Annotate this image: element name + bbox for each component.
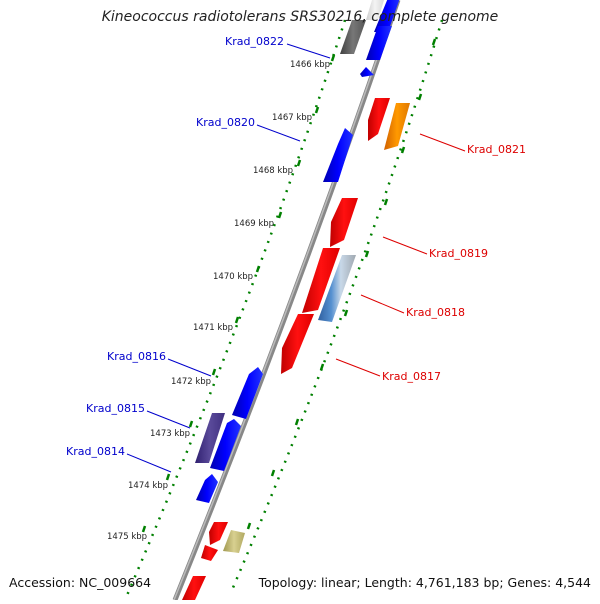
accession-label: Accession: NC_009664 (9, 575, 152, 590)
gene-arrow-small-blue[interactable] (360, 67, 374, 77)
reverse-genes (182, 0, 410, 600)
major-tick (234, 316, 240, 324)
scale-label: 1471 kbp (193, 323, 233, 333)
gene-arrow-red-bottom[interactable] (182, 576, 206, 600)
scale-label: 1473 kbp (150, 429, 190, 439)
major-tick (400, 146, 406, 154)
scale-label: 1469 kbp (234, 219, 274, 229)
leader-line-krad-0822 (286, 43, 331, 59)
gene-label-krad-0817[interactable]: Krad_0817 (382, 370, 441, 383)
gene-arrow-krad-0820[interactable] (323, 128, 353, 182)
major-tick (270, 469, 276, 477)
gene-arrow-krad-0814[interactable] (196, 474, 218, 503)
leader-line-krad-0814 (126, 453, 172, 473)
leader-line-krad-0816 (167, 358, 212, 377)
gene-label-krad-0814[interactable]: Krad_0814 (66, 445, 125, 458)
leader-line-krad-0818 (360, 294, 405, 314)
major-tick (294, 418, 300, 426)
leader-lines (126, 43, 466, 473)
gene-arrow-gray[interactable] (340, 20, 366, 54)
gene-label-krad-0822[interactable]: Krad_0822 (225, 35, 284, 48)
gene-label-krad-0819[interactable]: Krad_0819 (429, 247, 488, 260)
major-tick (188, 420, 194, 428)
major-tick (296, 159, 302, 167)
genome-title: Kineococcus radiotolerans SRS30216, comp… (101, 9, 499, 25)
gene-arrow-krad-0816[interactable] (232, 367, 263, 419)
major-tick (246, 522, 252, 530)
scale-label: 1475 kbp (107, 532, 147, 542)
major-tick (383, 198, 389, 206)
leader-line-krad-0815 (146, 410, 191, 429)
major-tick (165, 473, 171, 481)
gene-label-krad-0821[interactable]: Krad_0821 (467, 143, 526, 156)
gene-label-krad-0816[interactable]: Krad_0816 (107, 350, 166, 363)
gene-label-krad-0815[interactable]: Krad_0815 (86, 402, 145, 415)
major-tick (417, 93, 423, 101)
gene-arrow-krad-0817[interactable] (281, 314, 314, 374)
gene-arrow-krad-0819[interactable] (330, 198, 358, 247)
leader-line-krad-0817 (335, 358, 381, 377)
genome-backbone-highlight (173, 0, 398, 601)
outer-major-ticks (246, 38, 437, 530)
gene-arrow-krad-0822[interactable] (366, 26, 392, 60)
gene-arrow-krad-0821-red[interactable] (368, 98, 390, 141)
gene-label-krad-0820[interactable]: Krad_0820 (196, 116, 255, 129)
gene-labels: Krad_0822 Krad_0820 Krad_0816 Krad_0815 … (66, 35, 526, 458)
genome-summary: Topology: linear; Length: 4,761,183 bp; … (258, 575, 591, 590)
leader-line-krad-0820 (256, 124, 301, 142)
gene-arrow-top-fwd[interactable] (374, 0, 400, 32)
scale-label: 1472 kbp (171, 377, 211, 387)
genome-backbone (172, 0, 401, 601)
gene-arrow-light-top[interactable] (366, 0, 384, 20)
scale-label: 1468 kbp (253, 166, 293, 176)
major-tick (255, 265, 261, 273)
gene-arrow-blue-mid[interactable] (210, 419, 241, 471)
gene-arrow-krad-0818[interactable] (318, 255, 356, 322)
major-tick (364, 250, 370, 258)
gene-label-krad-0818[interactable]: Krad_0818 (406, 306, 465, 319)
scale-label: 1466 kbp (290, 60, 330, 70)
gene-arrow-olive[interactable] (223, 530, 245, 553)
leader-line-krad-0819 (382, 236, 428, 255)
gene-arrow-krad-0821[interactable] (384, 103, 410, 150)
scale-label: 1467 kbp (272, 113, 312, 123)
major-tick (330, 54, 336, 62)
gene-arrow-red-long[interactable] (302, 248, 340, 313)
inner-major-ticks (141, 54, 336, 533)
leader-line-krad-0821 (419, 133, 466, 152)
major-tick (314, 106, 320, 114)
forward-genes (195, 0, 400, 503)
major-tick (211, 368, 217, 376)
scale-label: 1474 kbp (128, 481, 168, 491)
gene-arrow-krad-0815[interactable] (195, 413, 225, 463)
major-tick (319, 363, 325, 371)
scale-label: 1470 kbp (213, 272, 253, 282)
gene-arrow-red-small-b[interactable] (201, 545, 218, 561)
gene-arrow-red-small-a[interactable] (209, 522, 228, 545)
scale-labels: 1466 kbp 1467 kbp 1468 kbp 1469 kbp 1470… (107, 60, 330, 542)
major-tick (343, 309, 349, 317)
major-tick (277, 211, 283, 219)
major-tick (431, 38, 437, 46)
major-tick (141, 525, 147, 533)
